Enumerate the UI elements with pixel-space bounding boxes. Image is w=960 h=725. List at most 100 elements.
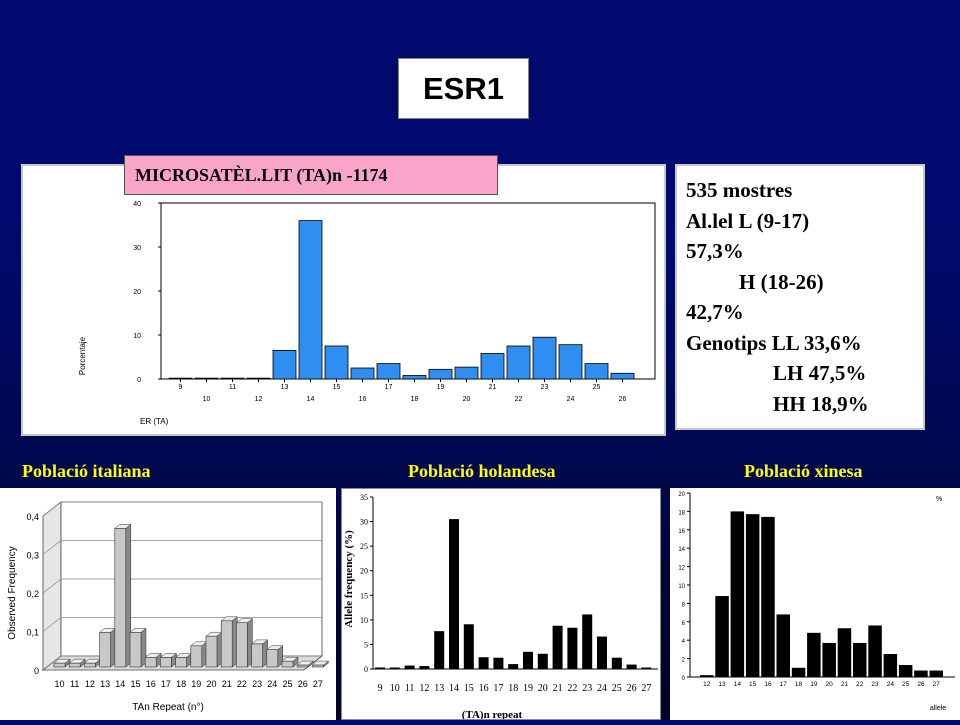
main-chart-panel: 0 10 20 30 40 9 10 11 12 13 14 15 16 17 18 19 20 21 22 23 24… [21,164,666,436]
bar [404,665,415,669]
x-tick-label: 26 [298,679,308,689]
bar [298,220,323,380]
bar [114,528,127,668]
bar [376,363,401,380]
bar [730,511,745,677]
x-tick-label: 14 [734,681,742,688]
bar [597,636,607,669]
y-tick-label: 0,4 [26,512,39,522]
x-tick-label: 27 [641,683,651,694]
chinese-chart-panel: 0 2 4 6 8 10 12 14 16 18 20 12 13 14 15 16 17 18 19 20 21 22 2… [670,488,960,720]
grid-line [42,578,322,594]
y-tick-label: 15 [360,591,368,600]
bar [281,660,294,668]
bar [272,349,297,380]
y-tick-label: 10 [360,616,368,625]
info-line-genotype-lh: LH 47,5% [773,361,867,385]
x-tick-label: 10 [390,683,400,694]
x-tick-label: 14 [307,396,315,403]
y-tick-label: 8 [682,602,686,608]
info-line-allele-h: H (18-26) [739,269,824,294]
bar [584,363,609,380]
x-tick-label: 13 [434,683,444,694]
x-tick-label: 21 [841,681,849,688]
bar [419,666,430,669]
bar [883,654,898,677]
x-tick-label: 23 [582,683,592,694]
info-line-samples: 535 mostres [686,178,793,202]
y-tick-label: 18 [678,510,685,516]
bar [610,372,635,380]
x-tick-label: 16 [764,681,772,688]
x-tick-label: 19 [437,384,445,391]
x-tick-label: 15 [130,679,140,689]
bar [868,625,882,677]
bar [144,657,157,668]
x-tick-label: 15 [333,384,341,391]
x-tick-label: 22 [515,396,523,403]
bar [761,516,775,677]
x-axis-label: TAn Repeat (n°) [132,702,204,713]
info-panel: 535 mostres Al.lel L (9-17) 57,3% H (18-… [675,164,925,430]
x-tick-label: 16 [359,396,367,403]
bar [898,665,913,677]
bar [312,664,324,668]
bar [493,657,504,669]
y-tick-label: 10 [678,584,685,590]
label-italian-population: Població italiana [22,461,151,481]
bar [99,632,111,668]
bar [463,624,474,669]
x-tick-label: 15 [749,681,757,688]
x-tick-label: 22 [237,679,247,689]
x-tick-label: 24 [597,683,607,694]
x-tick-label: 23 [871,681,879,688]
x-tick-label: 19 [523,683,533,694]
y-axis-label: Allele frequency (%) [343,530,355,628]
bar [375,667,385,669]
y-tick-label: 6 [682,621,686,627]
bar [745,514,760,677]
bar [715,596,729,677]
y-axis-label: % [936,496,942,503]
bar [626,664,637,669]
x-tick-label: 13 [100,679,110,689]
y-tick-label: 30 [133,245,141,252]
bar [168,377,193,380]
y-tick-label: 25 [360,542,368,551]
x-tick-label: 11 [229,384,236,391]
bar [84,662,96,668]
bar [929,670,943,677]
page-title: ESR1 [398,58,529,119]
bar [523,651,533,669]
bar [251,643,263,668]
y-tick-label: 14 [678,547,685,553]
x-tick-label: 12 [703,681,711,688]
bar [160,657,172,668]
x-tick-label: 17 [493,683,503,694]
bar [449,519,459,669]
bar [853,642,867,677]
bar [478,657,489,669]
x-tick-label: 22 [567,683,577,694]
x-tick-label: 14 [449,683,459,694]
x-tick-label: 18 [508,683,518,694]
x-tick-label: 19 [810,681,818,688]
bar [246,377,271,380]
x-tick-label: 17 [161,679,171,689]
x-tick-label: 20 [463,396,471,403]
x-tick-label: 9 [378,683,383,694]
y-axis-label: Observed Frequency [7,546,18,639]
x-tick-label: 24 [267,679,277,689]
x-tick-label: 13 [281,384,289,391]
main-chart: 0 10 20 30 40 9 10 11 12 13 14 15 16 17 18 19 20 21 22 23 24… [78,201,656,426]
italian-chart: 0 0,1 0,2 0,3 0,4 10 11 12 13 14 15 16 17 18 19 20 21 22 2… [7,501,330,713]
x-tick-label: 25 [612,683,622,694]
grid-line [42,501,322,517]
italian-chart-panel: 0 0,1 0,2 0,3 0,4 10 11 12 13 14 15 16 17 18 19 20 21 22 2… [0,488,336,720]
y-tick-label: 0,1 [26,628,39,638]
bar [175,657,187,668]
bar [537,653,548,669]
y-tick-label: 0 [34,666,39,676]
y-tick-label: 2 [682,658,686,664]
y-tick-label: 20 [678,492,685,498]
